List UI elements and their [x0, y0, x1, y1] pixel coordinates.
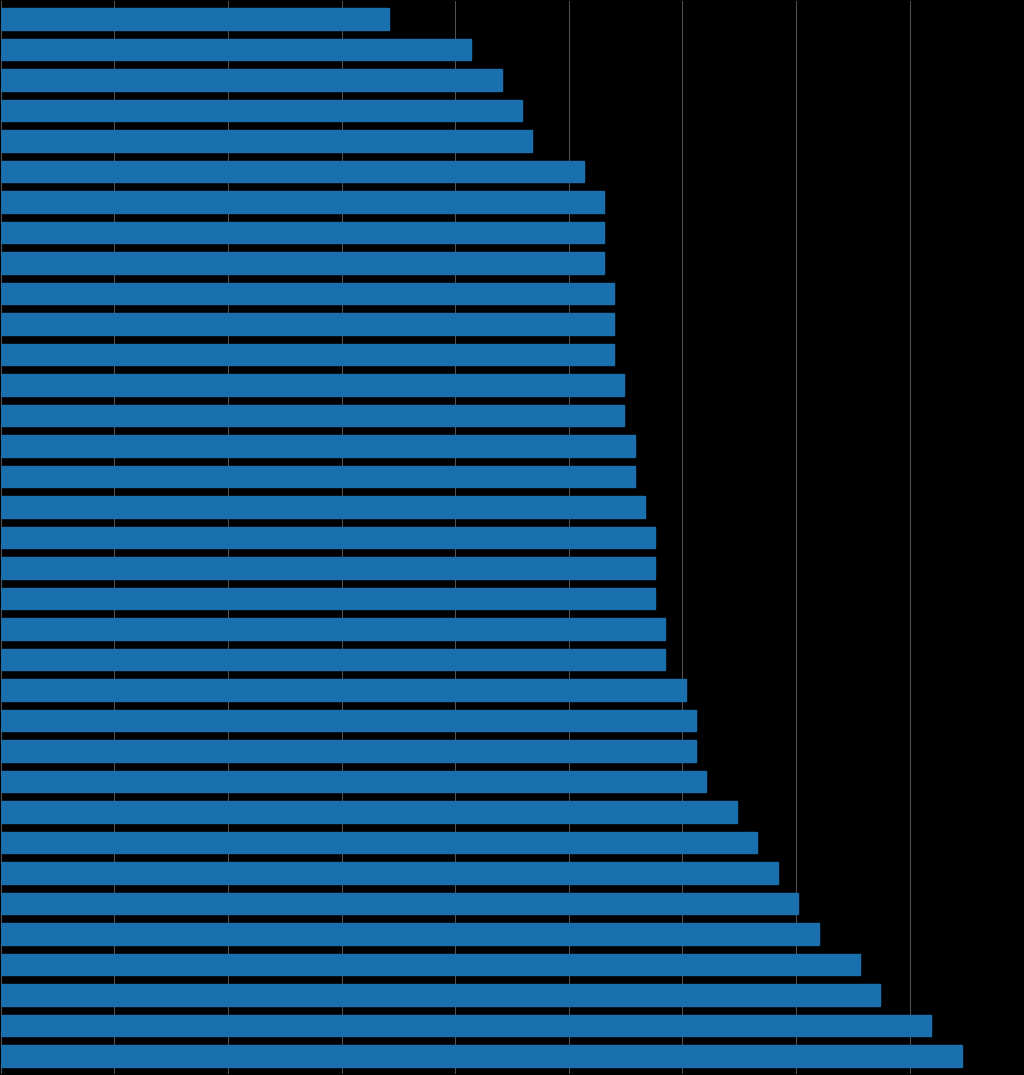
- Bar: [1, 344, 614, 366]
- Bar: [1, 557, 655, 579]
- Bar: [1, 130, 532, 152]
- Bar: [1, 465, 635, 487]
- Bar: [1, 313, 614, 335]
- Bar: [1, 1015, 931, 1036]
- Bar: [1, 771, 707, 792]
- Bar: [1, 283, 614, 304]
- Bar: [1, 923, 819, 945]
- Bar: [1, 191, 604, 213]
- Bar: [1, 496, 645, 518]
- Bar: [1, 984, 881, 1006]
- Bar: [1, 100, 522, 121]
- Bar: [1, 892, 799, 915]
- Bar: [1, 710, 696, 731]
- Bar: [1, 862, 778, 884]
- Bar: [1, 374, 625, 396]
- Bar: [1, 404, 625, 427]
- Bar: [1, 8, 389, 30]
- Bar: [1, 160, 584, 183]
- Bar: [1, 954, 860, 975]
- Bar: [1, 527, 655, 548]
- Bar: [1, 252, 604, 274]
- Bar: [1, 435, 635, 457]
- Bar: [1, 69, 502, 91]
- Bar: [1, 1045, 962, 1067]
- Bar: [1, 588, 655, 610]
- Bar: [1, 832, 758, 854]
- Bar: [1, 618, 666, 640]
- Bar: [1, 221, 604, 243]
- Bar: [1, 648, 666, 671]
- Bar: [1, 39, 471, 60]
- Bar: [1, 801, 737, 823]
- Bar: [1, 740, 696, 762]
- Bar: [1, 679, 686, 701]
